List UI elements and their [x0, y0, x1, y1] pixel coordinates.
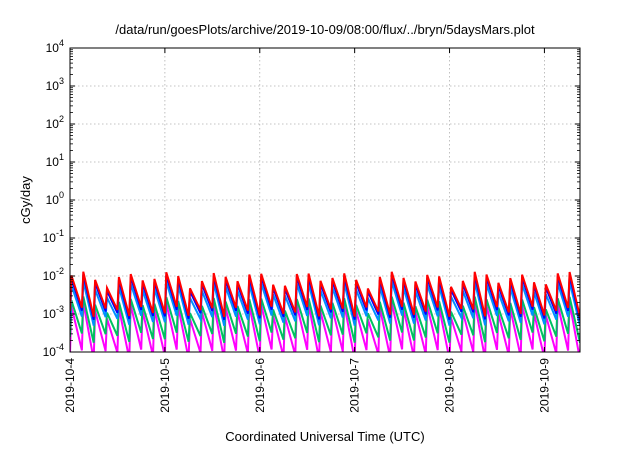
- x-tick-label: 2019-10-5: [158, 358, 172, 413]
- y-tick-label: 10-1: [43, 228, 64, 245]
- y-tick-label: 10-3: [43, 304, 64, 321]
- x-tick-label: 2019-10-8: [443, 358, 457, 413]
- y-tick-label: 104: [46, 38, 64, 55]
- y-tick-label: 103: [46, 76, 64, 93]
- y-tick-label: 10-4: [43, 342, 64, 359]
- series-line: [70, 296, 580, 344]
- y-axis-label: cGy/day: [18, 176, 33, 224]
- x-axis-label: Coordinated Universal Time (UTC): [225, 429, 424, 444]
- series-line: [70, 281, 580, 327]
- series-line: [70, 271, 580, 318]
- x-tick-label: 2019-10-9: [537, 358, 551, 413]
- series-group: [70, 271, 580, 352]
- y-tick-label: 102: [46, 114, 64, 131]
- x-tick-label: 2019-10-4: [63, 358, 77, 413]
- y-tick-label: 101: [46, 152, 64, 169]
- y-axis-ticks: 10-4 10-3 10-2 10-1 100 101 102 103 104: [43, 38, 580, 359]
- x-tick-label: 2019-10-6: [253, 358, 267, 413]
- chart-title: /data/run/goesPlots/archive/2019-10-09/0…: [115, 22, 535, 37]
- y-tick-label: 10-2: [43, 266, 64, 283]
- y-tick-label: 100: [46, 190, 64, 207]
- x-axis-ticks: 2019-10-4 2019-10-5 2019-10-6 2019-10-7 2019…: [63, 48, 551, 413]
- series-line: [70, 302, 580, 352]
- x-tick-label: 2019-10-7: [348, 358, 362, 413]
